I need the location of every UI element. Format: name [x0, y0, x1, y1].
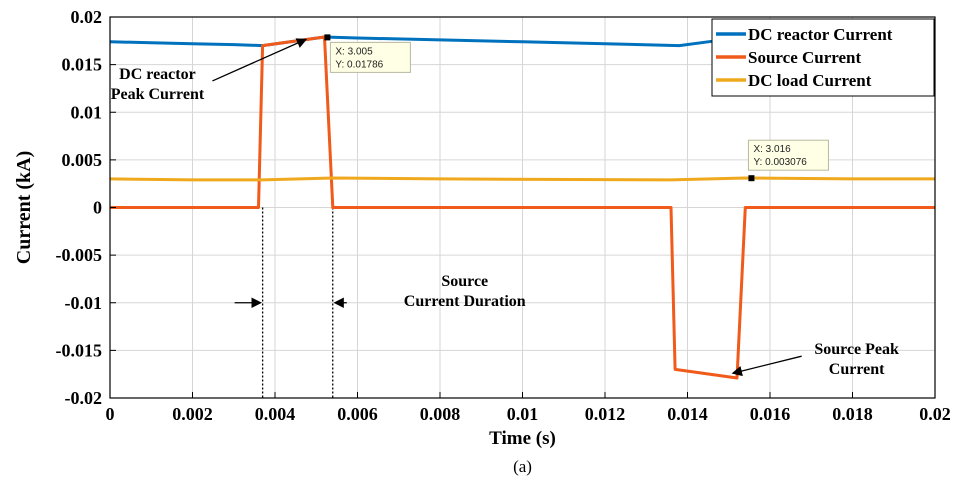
legend-label: DC load Current — [748, 71, 872, 90]
series-line — [110, 35, 935, 380]
datatip-box — [747, 139, 829, 171]
annotation-text: Source — [441, 273, 488, 290]
annotation-text: Source Peak — [814, 341, 899, 358]
annotation-arrow — [212, 38, 308, 82]
y-tick-label: 0.015 — [62, 55, 103, 75]
datatip-marker[interactable] — [748, 175, 755, 182]
y-tick-label: 0.005 — [62, 150, 103, 170]
annotation-text: DC reactor — [119, 66, 196, 83]
legend-label: Source Current — [748, 48, 862, 67]
y-tick-label: -0.005 — [56, 245, 103, 265]
datatip-y-label: Y: 0.003076 — [753, 157, 807, 168]
x-tick-label: 0.018 — [832, 404, 873, 424]
y-tick-label: -0.01 — [65, 293, 103, 313]
x-axis-label: Time (s) — [489, 428, 556, 449]
x-tick-label: 0.014 — [667, 404, 708, 424]
x-tick-label: 0.004 — [255, 404, 296, 424]
x-tick-label: 0.006 — [337, 404, 378, 424]
y-axis-label: Current (kA) — [13, 151, 35, 265]
datatip-x-label: X: 3.016 — [753, 144, 791, 155]
y-tick-label: 0 — [93, 198, 102, 218]
annotation-text: Peak Current — [111, 86, 205, 103]
figure-caption: (a) — [513, 457, 532, 476]
x-tick-label: 0 — [106, 404, 115, 424]
datatip-y-label: Y: 0.01786 — [335, 59, 383, 70]
y-tick-label: -0.02 — [65, 388, 103, 408]
x-tick-label: 0.008 — [420, 404, 461, 424]
x-tick-label: 0.002 — [172, 404, 213, 424]
annotation-arrow — [731, 355, 802, 377]
datatip-box — [329, 41, 411, 73]
annotation-text: Current — [829, 361, 885, 378]
y-tick-label: 0.01 — [71, 102, 103, 122]
y-tick-label: -0.015 — [56, 340, 103, 360]
x-tick-label: 0.02 — [919, 404, 951, 424]
datatip-marker[interactable] — [324, 34, 331, 41]
x-tick-label: 0.016 — [750, 404, 791, 424]
annotation-text: Current Duration — [404, 293, 526, 310]
x-tick-label: 0.012 — [585, 404, 626, 424]
y-tick-label: 0.02 — [71, 7, 103, 27]
legend-box — [711, 18, 935, 97]
datatip-x-label: X: 3.005 — [335, 46, 373, 57]
x-tick-label: 0.01 — [507, 404, 539, 424]
legend-label: DC reactor Current — [748, 25, 893, 44]
series-line — [109, 176, 935, 182]
